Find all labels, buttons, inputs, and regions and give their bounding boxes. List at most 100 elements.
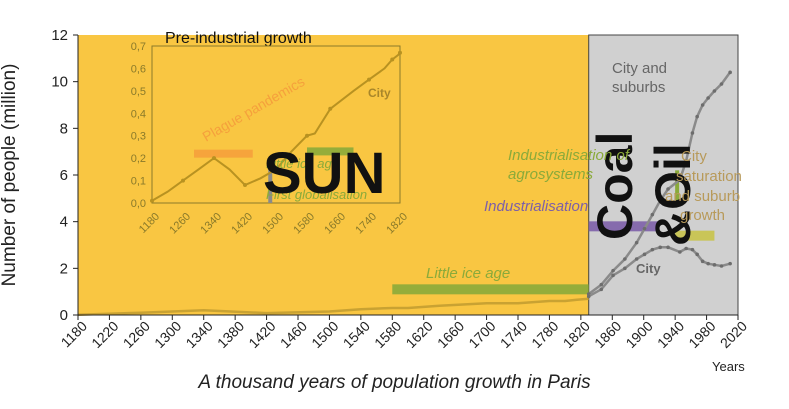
inset-band [194, 149, 253, 158]
x-tick-label: 1980 [685, 318, 718, 351]
inset-series-point [274, 167, 278, 172]
label-saturation: saturation [676, 168, 742, 185]
series-point [695, 252, 699, 257]
series-point [623, 266, 627, 271]
series-point [684, 246, 688, 251]
series-point [658, 198, 663, 203]
label-city-suburbs: suburbs [612, 79, 665, 96]
x-tick-label: 1780 [528, 318, 561, 351]
x-tick-label: 1460 [277, 318, 310, 351]
series-point [666, 245, 670, 250]
inset-series-line [151, 52, 401, 202]
label-saturation: and suburb [665, 188, 740, 205]
series-point [695, 114, 699, 119]
x-tick-label: 1300 [151, 318, 184, 351]
x-tick-label: 1580 [371, 318, 404, 351]
x-tick-label: 1340 [182, 318, 215, 351]
x-tick-label: 1420 [245, 318, 278, 351]
series-point [642, 252, 647, 257]
series-point [728, 261, 732, 266]
series-point [678, 177, 682, 182]
x-tick-label: 1860 [591, 318, 624, 351]
series-point [634, 257, 639, 261]
inset-label-first-globalisation: First globalisation [266, 187, 367, 202]
series-point [690, 131, 695, 135]
y-tick-label: 6 [60, 167, 68, 184]
x-tick-label: 1380 [214, 318, 247, 351]
x-tick-label: 1820 [560, 318, 593, 351]
series-line [77, 297, 589, 317]
x-tick-label: 1620 [402, 318, 435, 351]
inset-label-city: City [368, 86, 391, 100]
y-tick-label: 12 [51, 27, 68, 44]
inset-y-tick-label: 0,6 [131, 63, 146, 75]
series-point [611, 273, 615, 278]
label-industrialisation: Industrialisation [484, 198, 588, 215]
label-city-suburbs: City and [612, 60, 667, 77]
inset-y-tick-label: 0,5 [131, 86, 146, 98]
series-point [712, 263, 717, 267]
region-label-sun: SUN [263, 141, 385, 206]
series-point [650, 247, 655, 252]
event-band [675, 170, 680, 203]
y-tick-label: 8 [60, 120, 68, 137]
x-tick-label: 1220 [88, 318, 121, 351]
x-tick-label: 1940 [654, 318, 687, 351]
x-axis-label: Years [712, 359, 745, 374]
x-tick-label: 1260 [120, 318, 153, 351]
series-point [586, 294, 591, 299]
label-city: City [636, 261, 661, 276]
event-bands [392, 170, 715, 295]
series-point [706, 261, 710, 266]
series-point [623, 257, 627, 261]
series-point [712, 89, 717, 93]
event-band [392, 284, 589, 295]
inset-series-point [398, 50, 402, 55]
series-point [700, 103, 705, 107]
x-tick-label: 1740 [497, 318, 530, 351]
inset-series-point [305, 133, 309, 138]
series-point [690, 247, 695, 252]
inset-y-tick-label: 0,0 [131, 198, 146, 210]
annotation-labels: SUN Coal &Oil City and suburbs City Little ice… [263, 60, 742, 282]
label-industrialisation-agro: agrosystems [508, 166, 594, 183]
inset-series-point [367, 77, 371, 82]
region-label-oil: &Oil [645, 143, 701, 246]
series-point [650, 212, 655, 217]
inset-y-tick-label: 0,2 [131, 153, 146, 165]
era-regions [78, 34, 739, 316]
inset-series-point [181, 178, 185, 183]
x-tick-label: 1660 [434, 318, 467, 351]
inset-series-point [243, 183, 247, 188]
y-tick-label: 2 [60, 260, 68, 277]
y-axis-label: Number of people (million) [0, 63, 20, 287]
series-point [678, 250, 682, 254]
event-band [588, 221, 660, 232]
series-point [666, 187, 670, 191]
series-point [684, 159, 688, 163]
event-band [675, 230, 715, 241]
series-point [599, 282, 604, 287]
series-point [658, 245, 663, 250]
inset-series-point [390, 57, 395, 62]
inset-series-point [150, 198, 154, 203]
x-tick-label: 2020 [717, 318, 750, 351]
inset-y-tick-label: 0,4 [131, 108, 146, 120]
inset-series-point [212, 156, 216, 161]
y-tick-label: 10 [51, 74, 68, 91]
inset-frame [151, 45, 401, 204]
label-saturation: growth [680, 207, 725, 224]
label-little-ice-age: Little ice age [426, 265, 510, 282]
inset-y-tick-label: 0,1 [131, 176, 146, 188]
series-point [599, 287, 604, 292]
inset-title: Pre-industrial growth [165, 30, 312, 47]
inset-band [268, 162, 273, 203]
inset-y-tick-label: 0,3 [131, 131, 146, 143]
label-industrialisation-agro: Industrialisation of [508, 147, 631, 164]
series-point [634, 240, 639, 245]
inset-y-tick-label: 0,7 [131, 41, 146, 53]
x-tick-label: 1500 [308, 318, 341, 351]
series-point [706, 96, 710, 100]
inset-series-point [328, 106, 333, 111]
